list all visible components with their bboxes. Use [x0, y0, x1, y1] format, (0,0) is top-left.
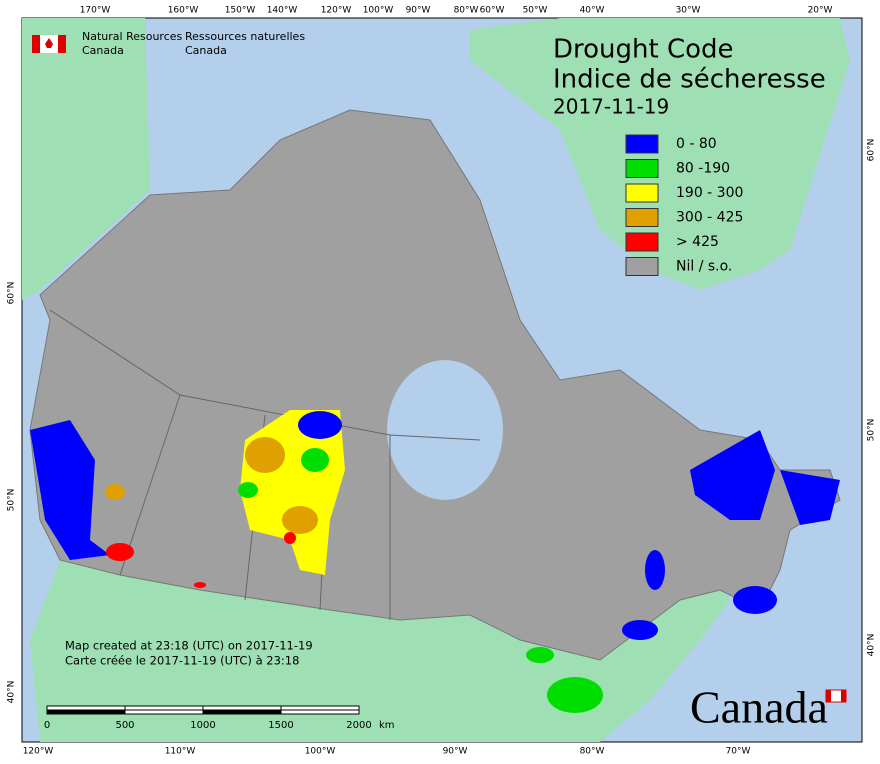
graticule-label: 60°N	[867, 139, 877, 162]
area	[690, 430, 775, 520]
legend-swatch	[625, 159, 659, 178]
graticule-label: 40°W	[580, 6, 605, 16]
area	[194, 582, 206, 588]
graticule-label: 100°W	[363, 6, 394, 16]
flag-bar	[58, 35, 66, 53]
scale-segment	[280, 705, 360, 711]
graticule-label: 60°W	[480, 6, 505, 16]
area	[284, 532, 296, 544]
title: Indice de sécheresse	[553, 65, 826, 95]
wordmark: Canada	[690, 682, 847, 733]
graticule-label: 80°W	[580, 747, 605, 757]
hudson-bay	[387, 360, 503, 500]
scale-segment	[202, 705, 282, 711]
scale-label: 2000	[346, 720, 371, 731]
graticule-label: 80°W	[454, 6, 479, 16]
scale-label: 1000	[190, 720, 215, 731]
area	[733, 586, 777, 614]
area	[547, 677, 603, 713]
drought-areas	[30, 410, 840, 713]
area	[622, 620, 658, 640]
scale-label: 500	[115, 720, 134, 731]
legend-swatch	[625, 183, 659, 203]
graticule-label: 50°N	[7, 489, 17, 512]
title: Drought Code	[553, 35, 734, 65]
scale-segment	[280, 709, 360, 715]
legend: 0 - 80 80 -190 190 - 300 300 - 425 > 425 Nil …	[625, 134, 743, 276]
legend-label: 0 - 80	[676, 136, 717, 152]
graticule-label: 50°N	[867, 419, 877, 442]
graticule-label: 110°W	[165, 747, 196, 757]
scale-label: 0	[44, 720, 50, 731]
graticule-label: 20°W	[808, 6, 833, 16]
flag-bar	[32, 35, 40, 53]
area	[238, 482, 258, 498]
graticule-label: 120°W	[23, 747, 54, 757]
graticule-label: 170°W	[80, 6, 111, 16]
note: Carte créée le 2017-11-19 (UTC) à 23:18	[65, 654, 299, 668]
graticule-label: 70°W	[726, 747, 751, 757]
scale-unit: km	[379, 720, 395, 731]
wordmark-text: Canada	[690, 682, 828, 733]
graticule-label: 150°W	[225, 6, 256, 16]
graticule-label: 90°W	[406, 6, 431, 16]
agency-text: Canada	[82, 44, 124, 57]
note: Map created at 23:18 (UTC) on 2017-11-19	[65, 639, 313, 653]
graticule-label: 60°N	[7, 282, 17, 305]
area	[301, 448, 329, 472]
scale-segment	[124, 705, 204, 711]
legend-swatch	[625, 208, 659, 227]
scale-label: 1500	[268, 720, 293, 731]
graticule-label: 120°W	[321, 6, 352, 16]
agency: Natural Resources Canada Ressources natu…	[32, 30, 305, 57]
agency-text: Natural Resources	[82, 30, 183, 43]
graticule-label: 40°N	[867, 634, 877, 657]
legend-label: Nil / s.o.	[676, 259, 732, 275]
area	[245, 437, 285, 473]
greenland	[470, 18, 850, 290]
agency-text: Ressources naturelles	[185, 30, 305, 43]
legend-label: > 425	[676, 234, 719, 250]
area	[780, 470, 840, 525]
graticule-label: 140°W	[267, 6, 298, 16]
legend-label: 80 -190	[676, 161, 730, 177]
legend-label: 190 - 300	[676, 185, 743, 201]
area	[282, 506, 318, 534]
legend-label: 300 - 425	[676, 210, 743, 226]
graticule-label: 90°W	[443, 747, 468, 757]
agency-text: Canada	[185, 44, 227, 57]
scale-segment	[46, 709, 126, 715]
alaska	[22, 18, 150, 300]
area	[105, 484, 125, 500]
graticule-label: 40°N	[7, 681, 17, 704]
legend-swatch	[625, 134, 659, 154]
scale-segment	[46, 705, 126, 711]
legend-swatch	[625, 257, 659, 276]
area	[526, 647, 554, 663]
date: 2017-11-19	[553, 95, 669, 119]
area	[298, 411, 342, 439]
legend-swatch	[625, 232, 659, 252]
maple-leaf	[45, 38, 53, 48]
graticule-label: 160°W	[168, 6, 199, 16]
graticule-label: 50°W	[523, 6, 548, 16]
graticule-label: 100°W	[305, 747, 336, 757]
flag-bar	[841, 690, 846, 702]
area	[106, 543, 134, 561]
scale-bar: 0 500 1000 1500 2000 km	[44, 705, 395, 731]
graticule: 170°W 160°W 150°W 140°W 120°W 100°W 90°W 80°W 60…	[7, 6, 877, 757]
graticule-label: 30°W	[676, 6, 701, 16]
scale-segment	[124, 709, 204, 715]
area	[30, 420, 110, 560]
area	[645, 550, 665, 590]
flag-bar	[826, 690, 831, 702]
scale-segment	[202, 709, 282, 715]
